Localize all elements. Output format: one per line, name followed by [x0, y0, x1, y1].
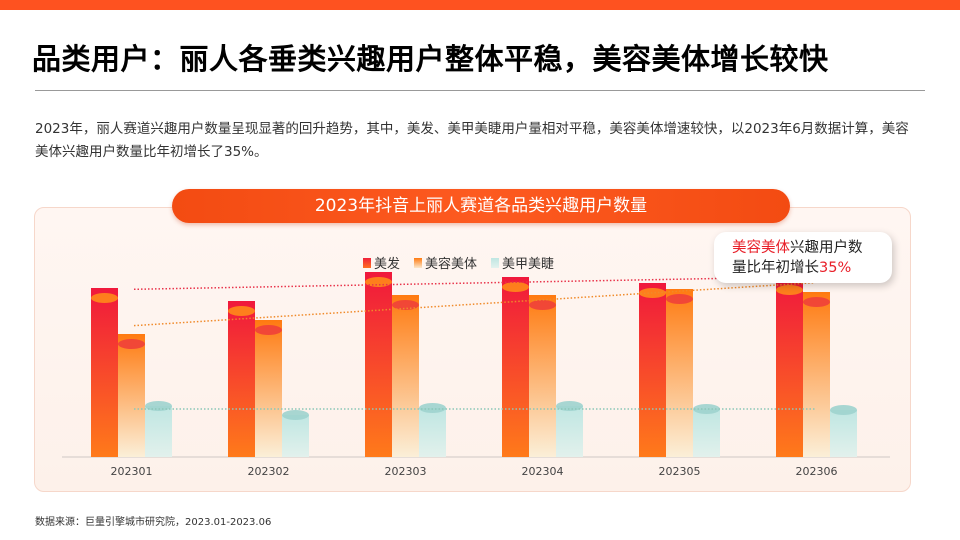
bar-cap — [118, 339, 145, 349]
bar — [803, 292, 830, 457]
top-accent-bar — [0, 0, 960, 10]
legend-item-nail: 美甲美睫 — [491, 253, 554, 272]
bar — [282, 415, 309, 457]
bar — [639, 283, 666, 457]
bar-cap — [419, 403, 446, 413]
bar — [91, 288, 118, 457]
callout-value: 35% — [819, 260, 852, 276]
bar-cap — [529, 300, 556, 310]
bar-cap — [228, 306, 255, 316]
chart-title: 2023年抖音上丽人赛道各品类兴趣用户数量 — [172, 189, 790, 223]
bar — [392, 295, 419, 457]
bar — [693, 409, 720, 457]
bar-cap — [91, 293, 118, 303]
bar — [365, 272, 392, 457]
bar-cap — [282, 410, 309, 420]
bar — [419, 408, 446, 457]
legend-label: 美发 — [374, 257, 401, 272]
legend-label: 美容美体 — [425, 257, 478, 272]
page-description: 2023年，丽人赛道兴趣用户数量呈现显著的回升趋势，其中，美发、美甲美睫用户量相… — [35, 121, 909, 160]
page-title: 品类用户：丽人各垂类兴趣用户整体平稳，美容美体增长较快 — [32, 42, 829, 76]
bar-cap — [693, 404, 720, 414]
callout-text: 兴趣用户数 — [790, 240, 863, 256]
x-tick-label: 202306 — [796, 465, 838, 478]
x-tick-label: 202302 — [248, 465, 290, 478]
data-source: 数据来源：巨量引擎城市研究院，2023.01-2023.06 — [35, 517, 272, 528]
bar — [228, 301, 255, 457]
bar-cap — [639, 288, 666, 298]
title-divider — [35, 90, 925, 91]
bar — [118, 334, 145, 457]
bar — [255, 320, 282, 457]
bar — [830, 410, 857, 457]
legend-swatch — [491, 257, 500, 268]
bar — [145, 406, 172, 457]
callout-text: 量比年初增长 — [732, 260, 819, 276]
bar-cap — [255, 325, 282, 335]
x-tick-label: 202303 — [385, 465, 427, 478]
legend-item-beauty: 美容美体 — [414, 253, 477, 272]
bar-cap — [830, 405, 857, 415]
chart-legend: 美发 美容美体 美甲美睫 — [363, 253, 554, 272]
bar-cap — [502, 282, 529, 292]
bar-cap — [776, 285, 803, 295]
callout-highlight: 美容美体 — [732, 240, 790, 256]
bar-cap — [666, 294, 693, 304]
x-tick-label: 202304 — [522, 465, 564, 478]
growth-callout: 美容美体兴趣用户数 量比年初增长35% — [714, 232, 892, 283]
bar — [666, 289, 693, 457]
x-tick-label: 202305 — [659, 465, 701, 478]
legend-item-hair: 美发 — [363, 253, 400, 272]
bar — [556, 406, 583, 457]
trend-line — [133, 275, 816, 291]
legend-swatch — [414, 257, 423, 268]
bar — [502, 277, 529, 457]
legend-swatch — [363, 257, 371, 268]
bar — [529, 295, 556, 457]
bar-cap — [365, 277, 392, 287]
legend-label: 美甲美睫 — [502, 257, 555, 272]
bar-cap — [392, 300, 419, 310]
bar-cap — [803, 297, 830, 307]
bar — [776, 280, 803, 457]
x-tick-label: 202301 — [111, 465, 153, 478]
